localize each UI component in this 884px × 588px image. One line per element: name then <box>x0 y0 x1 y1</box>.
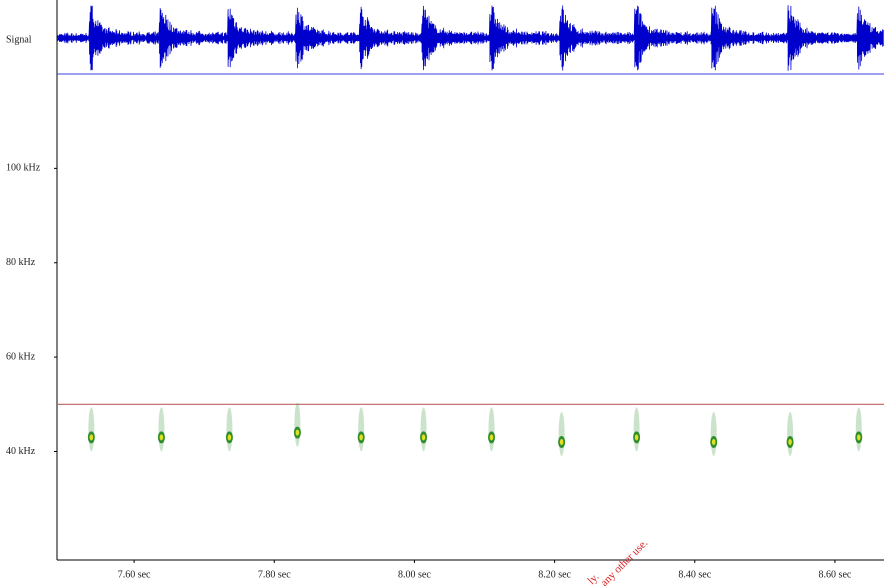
call-streak <box>710 412 717 457</box>
call-peak <box>227 434 232 441</box>
call-peak <box>359 434 363 441</box>
call-peak <box>634 434 639 441</box>
waveform <box>57 5 884 71</box>
call-streak <box>358 407 365 452</box>
y-tick-label: 80 kHz <box>6 257 36 268</box>
call-streak <box>420 407 427 452</box>
call-streak <box>294 402 301 447</box>
call-peak <box>788 439 792 446</box>
y-tick-label: 40 kHz <box>6 446 36 457</box>
signal-label: Signal <box>6 34 32 45</box>
call-peak <box>159 434 164 441</box>
call-peak <box>559 439 564 446</box>
y-tick-label: 100 kHz <box>6 163 41 174</box>
x-tick-label: 8.60 sec <box>819 569 852 580</box>
call-streak <box>558 412 565 457</box>
call-peak <box>89 434 94 441</box>
call-streak <box>633 407 640 452</box>
call-streak <box>488 407 495 452</box>
call-streak <box>158 407 165 452</box>
x-tick-label: 8.20 sec <box>538 569 571 580</box>
call-streak <box>226 407 233 452</box>
x-tick-label: 8.00 sec <box>398 569 431 580</box>
x-tick-label: 8.40 sec <box>678 569 711 580</box>
x-tick-label: 7.60 sec <box>118 569 151 580</box>
y-tick-label: 60 kHz <box>6 351 36 362</box>
call-peak <box>295 429 300 436</box>
call-streak <box>88 407 95 452</box>
call-peak <box>489 434 494 441</box>
x-tick-label: 7.80 sec <box>258 569 291 580</box>
call-peak <box>856 434 861 441</box>
call-streak <box>787 412 794 457</box>
call-peak <box>711 439 716 446</box>
call-peak <box>421 434 426 441</box>
call-streak <box>855 407 862 452</box>
